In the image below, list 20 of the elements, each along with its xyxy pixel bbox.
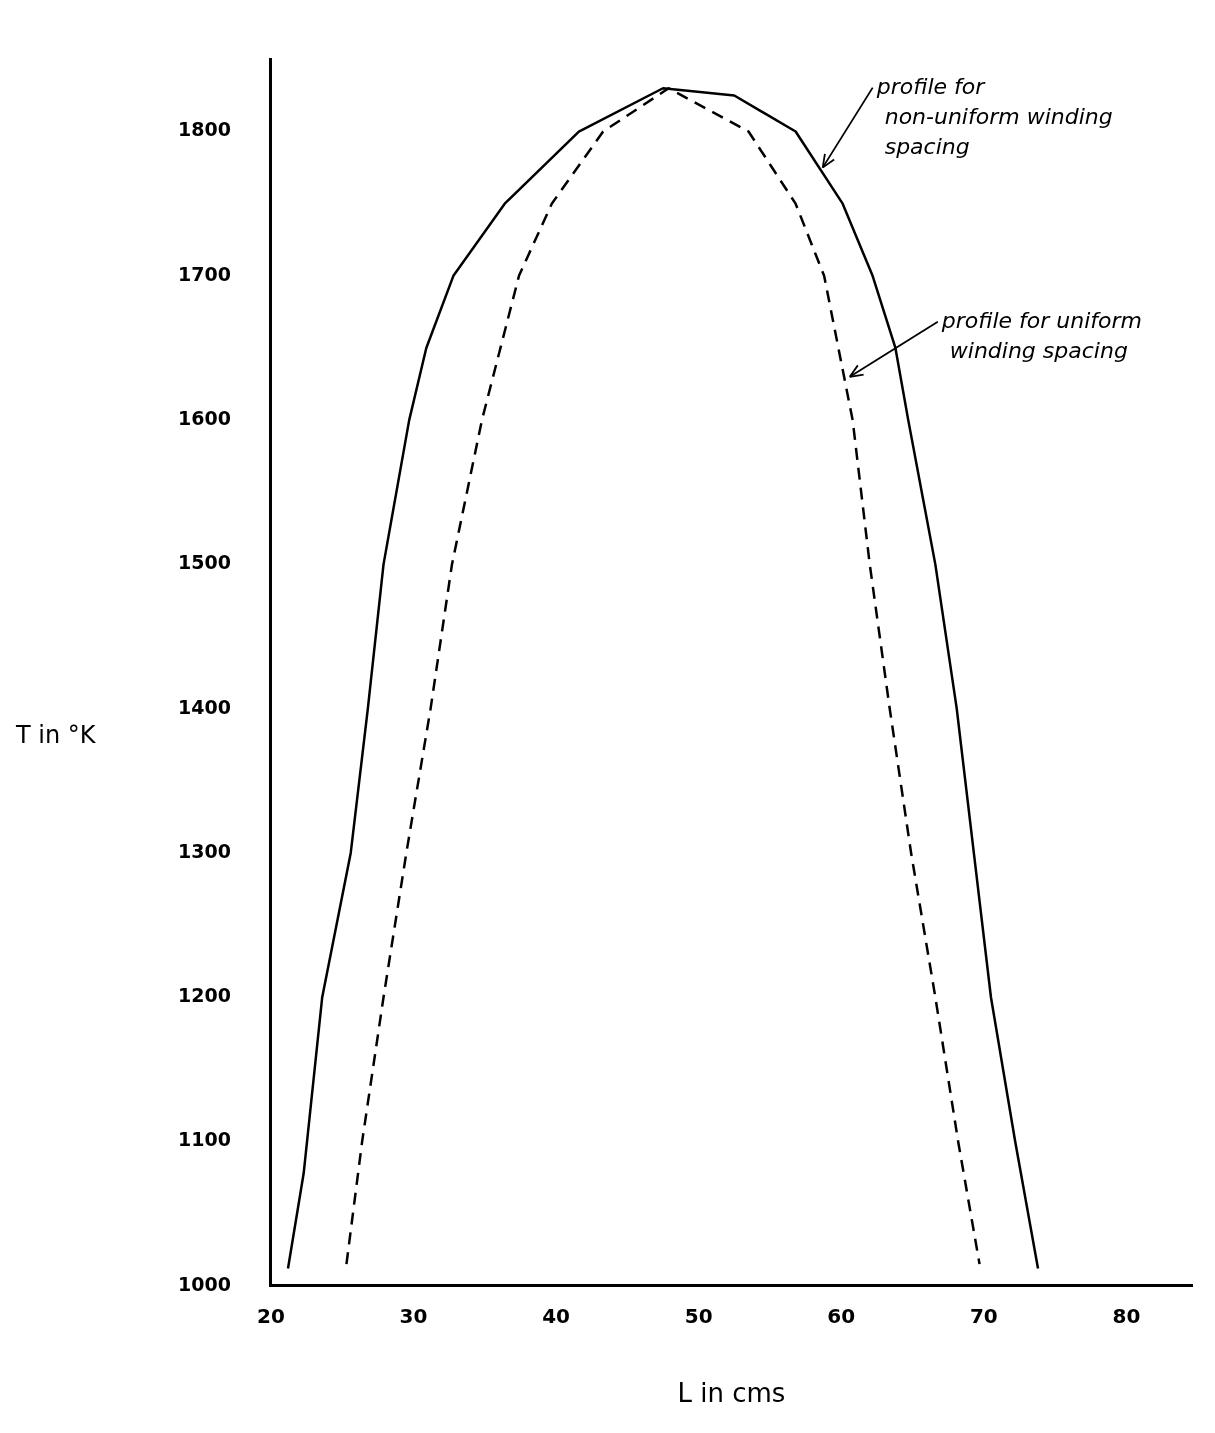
x-tick-label: 30 xyxy=(399,1304,428,1328)
annotation: profile for non-uniform winding spacing xyxy=(875,73,1113,159)
y-tick-label: 1500 xyxy=(177,551,231,574)
x-tick-label: 50 xyxy=(684,1304,713,1328)
x-tick-label: 70 xyxy=(969,1304,998,1328)
y-axis-title: T in °K xyxy=(15,720,97,749)
y-tick-label: 1300 xyxy=(177,839,231,862)
x-tick-label: 60 xyxy=(827,1304,856,1328)
y-tick-label: 1100 xyxy=(177,1128,231,1151)
y-tick-label: 1600 xyxy=(177,407,231,430)
x-tick-label: 40 xyxy=(542,1304,570,1328)
y-tick-label: 1800 xyxy=(177,118,231,141)
x-tick-label: 80 xyxy=(1112,1304,1141,1328)
y-tick-label: 1200 xyxy=(177,984,231,1007)
y-tick-label: 1400 xyxy=(177,695,231,718)
y-tick-label: 1000 xyxy=(177,1272,231,1295)
y-tick-label: 1700 xyxy=(177,262,231,285)
x-axis-title: L in cms xyxy=(677,1378,786,1409)
annotation: profile for uniform winding spacing xyxy=(940,307,1143,363)
x-tick-label: 20 xyxy=(256,1304,285,1328)
